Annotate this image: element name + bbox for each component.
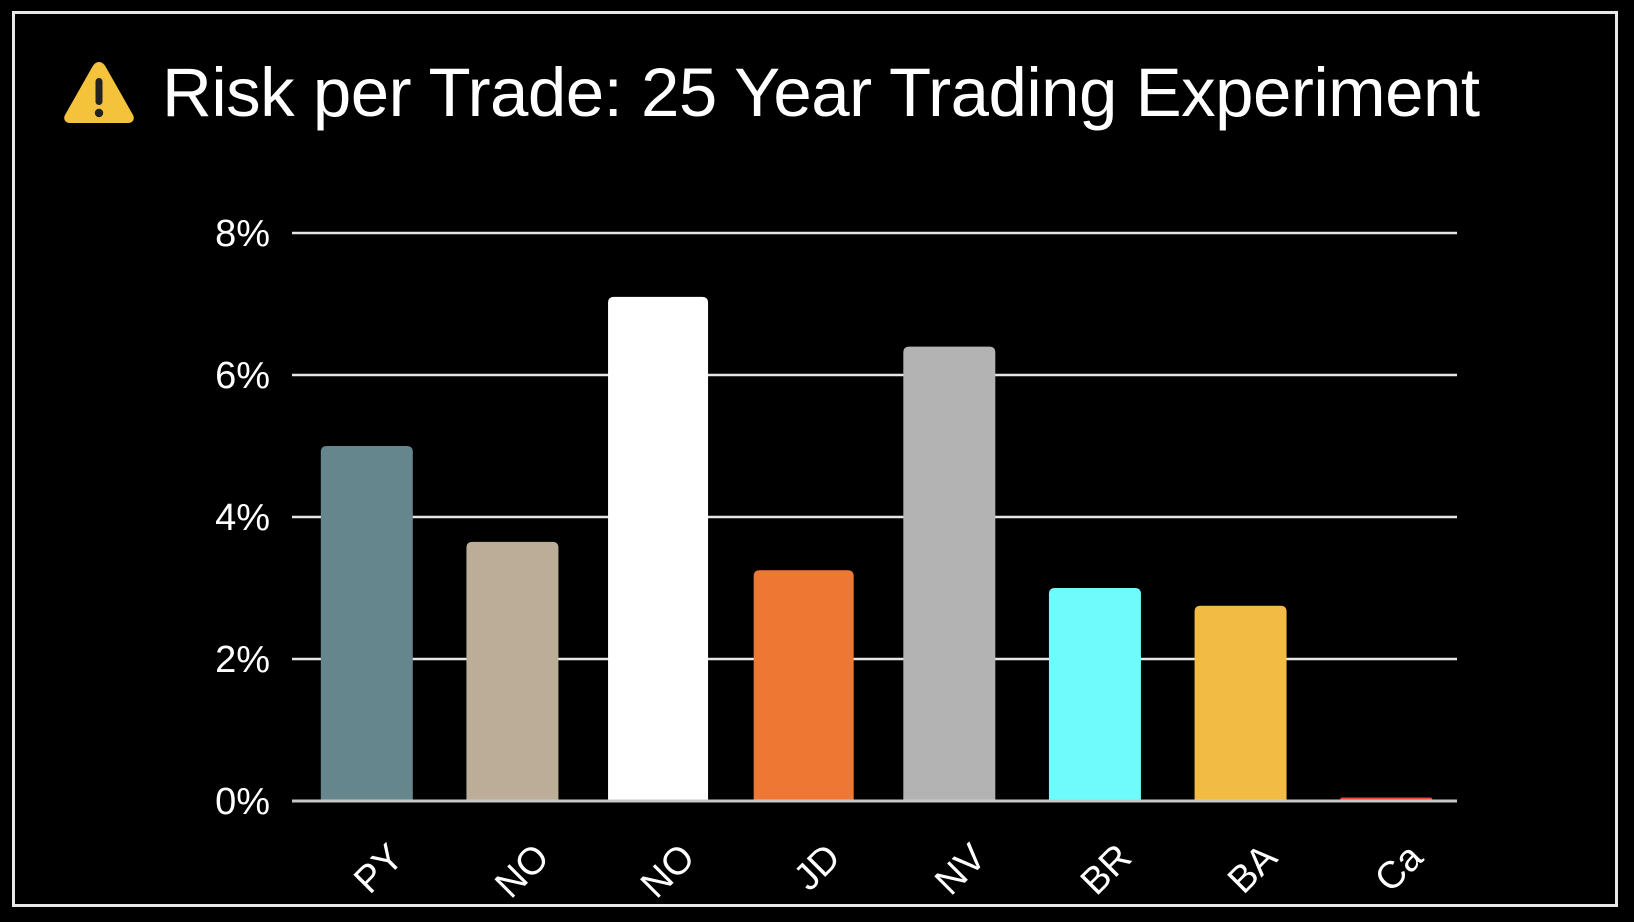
y-tick-label: 0% [215, 781, 270, 823]
y-tick-label: 8% [215, 213, 270, 255]
x-tick-label: NV [927, 836, 994, 903]
y-tick-label: 4% [215, 497, 270, 539]
x-tick-labels: PY NO NO JD NV BR BA Ca [346, 836, 1432, 907]
x-tick-label: JD [786, 836, 849, 899]
bar-py-0 [320, 446, 413, 801]
bar-no-1 [466, 541, 559, 801]
y-tick-labels: 0% 2% 4% 6% 8% [215, 213, 270, 823]
x-tick-label: BR [1073, 836, 1140, 903]
warning-icon [64, 62, 134, 123]
bar-br-5 [1048, 588, 1141, 801]
chart-title: Risk per Trade: 25 Year Trading Experime… [162, 53, 1480, 131]
x-tick-label: BA [1220, 836, 1286, 902]
bar-no-2 [608, 296, 709, 801]
bar-nv-4 [903, 346, 996, 801]
x-tick-label: NO [633, 836, 703, 906]
y-tick-label: 2% [215, 639, 270, 681]
y-tick-label: 6% [215, 355, 270, 397]
x-tick-label: Ca [1367, 836, 1432, 901]
chart-title-row: Risk per Trade: 25 Year Trading Experime… [62, 52, 1480, 132]
bar-ba-6 [1194, 605, 1287, 801]
bars [320, 296, 1433, 801]
bar-jd-3 [753, 570, 854, 801]
x-tick-label: PY [346, 836, 412, 902]
x-tick-label: NO [487, 836, 557, 906]
